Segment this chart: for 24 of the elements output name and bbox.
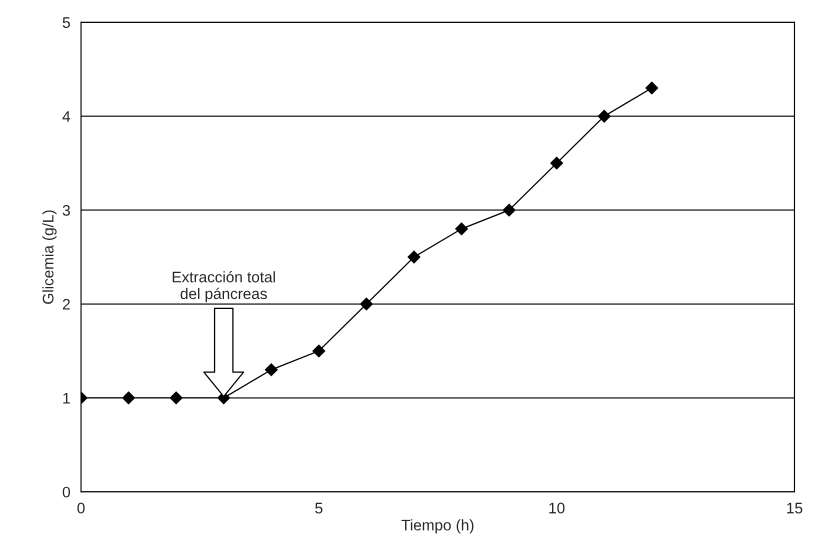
x-axis-title: Tiempo (h) [401,519,474,534]
point [598,110,611,123]
point [408,250,420,264]
y-tick-label: 3 [62,204,70,216]
y-tick-label: 2 [62,298,70,310]
point [170,392,183,404]
point [264,363,278,376]
point [502,204,516,217]
y-axis-title: Glicemia (g/L) [42,210,57,304]
point [360,298,373,310]
point [550,156,564,170]
y-tick-label: 1 [63,392,70,404]
annotation: Extracción total del páncreas [172,271,275,302]
y-tick-label: 4 [62,111,70,122]
point [312,344,326,358]
x-tick-label: 15 [787,502,802,514]
y-tick-label: 5 [62,17,70,28]
x-tick-label: 5 [315,502,322,514]
point [645,82,658,94]
y-tick-label: 0 [62,486,70,498]
x-tick-label: 10 [549,502,565,514]
x-tick-label: 0 [77,502,85,514]
point [122,392,136,404]
point [455,222,468,236]
